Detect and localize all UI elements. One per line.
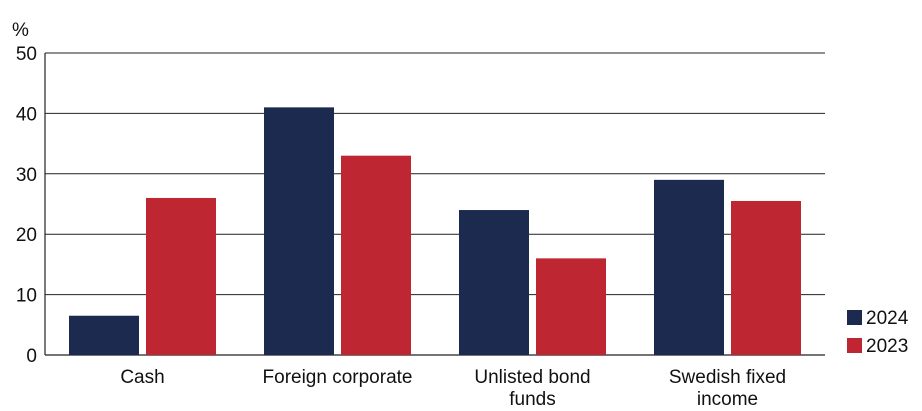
y-tick-label: 10	[16, 286, 37, 307]
legend-label: 2024	[866, 308, 909, 329]
legend-swatch-2024	[847, 310, 862, 325]
y-axis-unit-label: %	[12, 20, 29, 41]
bar-2023	[536, 258, 606, 355]
y-tick-label: 30	[16, 165, 37, 186]
legend-label: 2023	[866, 336, 908, 357]
bar-2024	[654, 179, 724, 355]
y-tick-label: 50	[16, 44, 37, 65]
x-tick-label: Cash	[120, 367, 164, 388]
bar-2024	[69, 315, 139, 355]
bar-2024	[459, 210, 529, 355]
bar-2023	[731, 200, 801, 355]
x-tick-label: Foreign corporate	[263, 367, 413, 388]
x-tick-label: funds	[509, 389, 555, 406]
bar-2023	[146, 197, 216, 355]
x-tick-label: income	[697, 389, 758, 406]
y-tick-label: 0	[26, 346, 37, 367]
x-tick-label: Unlisted bond	[474, 367, 590, 388]
y-tick-label: 20	[16, 225, 37, 246]
x-tick-label: Swedish fixed	[669, 367, 786, 388]
bar-2024	[264, 107, 334, 355]
legend-swatch-2023	[847, 338, 862, 353]
y-tick-label: 40	[16, 104, 37, 125]
bar-2023	[341, 155, 411, 355]
